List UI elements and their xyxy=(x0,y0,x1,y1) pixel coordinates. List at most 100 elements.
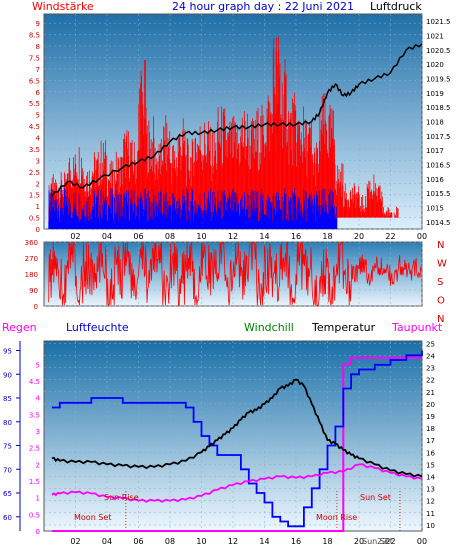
pressure-label: Luftdruck xyxy=(370,0,422,13)
rain-tick-label: 0 xyxy=(36,528,40,536)
wind-tick-label: 0 xyxy=(36,226,40,234)
humidity-label: Luftfeuchte xyxy=(66,321,129,334)
wind-tick-label: 9 xyxy=(36,20,40,28)
wind-tick-label: 6.5 xyxy=(29,77,40,85)
humidity-tick-label: 85 xyxy=(3,395,12,403)
compass-label: N xyxy=(437,314,444,325)
moon-rise-annotation: Moon Rise xyxy=(316,513,357,522)
humidity-tick-label: 65 xyxy=(3,490,12,498)
wind-tick-label: 5.5 xyxy=(29,100,40,108)
wind-tick-label: 7 xyxy=(36,66,40,74)
bottom-date-label: 22 xyxy=(377,537,387,546)
temp-tick-label: 15 xyxy=(426,461,435,469)
hour-tick-label: 12 xyxy=(228,537,238,546)
pressure-tick-label: 1019.5 xyxy=(426,76,451,84)
wind-tick-label: 4 xyxy=(36,135,41,143)
rain-tick-label: 3 xyxy=(36,428,40,436)
moon-set-annotation: Moon Set xyxy=(74,513,111,522)
wind-tick-label: 8.5 xyxy=(29,32,40,40)
hour-tick-label: 10 xyxy=(196,537,206,546)
sun-rise-annotation: Sun Rise xyxy=(104,493,139,502)
wind-tick-label: 2 xyxy=(36,180,40,188)
wind-tick-label: 1.5 xyxy=(29,192,40,200)
temp-tick-label: 19 xyxy=(426,413,435,421)
temperature-label: Temperatur xyxy=(311,321,376,334)
rain-tick-label: 0.5 xyxy=(29,511,40,519)
humidity-tick-label: 75 xyxy=(3,443,12,451)
direction-tick-label: 270 xyxy=(25,255,38,263)
hour-tick-label: 04 xyxy=(102,537,112,546)
pressure-tick-label: 1018 xyxy=(426,119,444,127)
wind-tick-label: 0.5 xyxy=(29,215,40,223)
compass-label: N xyxy=(437,240,444,251)
windchill-label: Windchill xyxy=(244,321,294,334)
rain-tick-label: 3.5 xyxy=(29,411,40,419)
hour-tick-label: 04 xyxy=(102,232,112,241)
hour-tick-label: 18 xyxy=(322,232,332,241)
hour-tick-label: 18 xyxy=(322,537,332,546)
pressure-line xyxy=(51,43,423,197)
temp-tick-label: 13 xyxy=(426,486,435,494)
pressure-tick-label: 1015 xyxy=(426,205,444,213)
humidity-tick-label: 95 xyxy=(3,348,12,356)
pressure-tick-label: 1020.5 xyxy=(426,47,451,55)
hour-tick-label: 08 xyxy=(165,232,175,241)
temp-tick-label: 24 xyxy=(426,353,435,361)
wind-label: Windstärke xyxy=(32,0,94,13)
temp-tick-label: 10 xyxy=(426,522,435,530)
dewpoint-label: Taupunkt xyxy=(391,321,443,334)
wind-tick-label: 3.5 xyxy=(29,146,40,154)
temp-tick-label: 18 xyxy=(426,425,435,433)
compass-label: S xyxy=(437,277,443,288)
hour-tick-label: 10 xyxy=(196,232,206,241)
rain-tick-label: 1.5 xyxy=(29,478,40,486)
hour-tick-label: 06 xyxy=(133,537,143,546)
temp-tick-label: 25 xyxy=(426,340,435,348)
rain-label: Regen xyxy=(2,321,37,334)
wind-tick-label: 6 xyxy=(36,89,41,97)
temp-tick-label: 20 xyxy=(426,401,435,409)
temp-tick-label: 22 xyxy=(426,377,435,385)
direction-tick-label: 360 xyxy=(25,239,38,247)
humidity-line xyxy=(51,350,423,528)
rain-tick-label: 2.5 xyxy=(29,445,40,453)
rain-tick-label: 2 xyxy=(36,461,40,469)
temp-tick-label: 17 xyxy=(426,437,435,445)
direction-tick-label: 0 xyxy=(34,303,38,311)
pressure-tick-label: 1014.5 xyxy=(426,219,451,227)
pressure-tick-label: 1018.5 xyxy=(426,104,451,112)
temp-tick-label: 14 xyxy=(426,474,435,482)
wind-tick-label: 1 xyxy=(36,203,40,211)
humidity-tick-label: 90 xyxy=(3,371,12,379)
temp-tick-label: 11 xyxy=(426,510,435,518)
humidity-tick-label: 60 xyxy=(3,514,12,522)
pressure-tick-label: 1017 xyxy=(426,147,444,155)
rain-tick-label: 4 xyxy=(36,395,41,403)
temp-tick-label: 23 xyxy=(426,365,435,373)
pressure-tick-label: 1020 xyxy=(426,61,444,69)
rain-tick-label: 4.5 xyxy=(29,378,40,386)
wind-tick-label: 2.5 xyxy=(29,169,40,177)
hour-tick-label: 06 xyxy=(133,232,143,241)
direction-tick-label: 90 xyxy=(29,287,38,295)
pressure-tick-label: 1016 xyxy=(426,176,444,184)
rain-tick-label: 1 xyxy=(36,495,40,503)
bottom-sunset-label: Sun Set xyxy=(362,537,393,546)
compass-label: W xyxy=(437,259,447,270)
wind-tick-label: 8 xyxy=(36,43,40,51)
wind-direction-line xyxy=(48,242,422,306)
sun-set-annotation: Sun Set xyxy=(360,493,391,502)
hour-tick-label: 14 xyxy=(259,232,269,241)
hour-tick-label: 14 xyxy=(259,537,269,546)
compass-label: O xyxy=(437,296,445,307)
temp-tick-label: 21 xyxy=(426,389,435,397)
humidity-tick-label: 70 xyxy=(3,466,12,474)
hour-tick-label: 16 xyxy=(291,232,301,241)
hour-tick-label: 16 xyxy=(291,537,301,546)
wind-tick-label: 3 xyxy=(36,157,40,165)
hour-tick-label: 02 xyxy=(70,537,80,546)
hour-tick-label: 22 xyxy=(385,537,395,546)
hour-tick-label: 20 xyxy=(354,232,364,241)
